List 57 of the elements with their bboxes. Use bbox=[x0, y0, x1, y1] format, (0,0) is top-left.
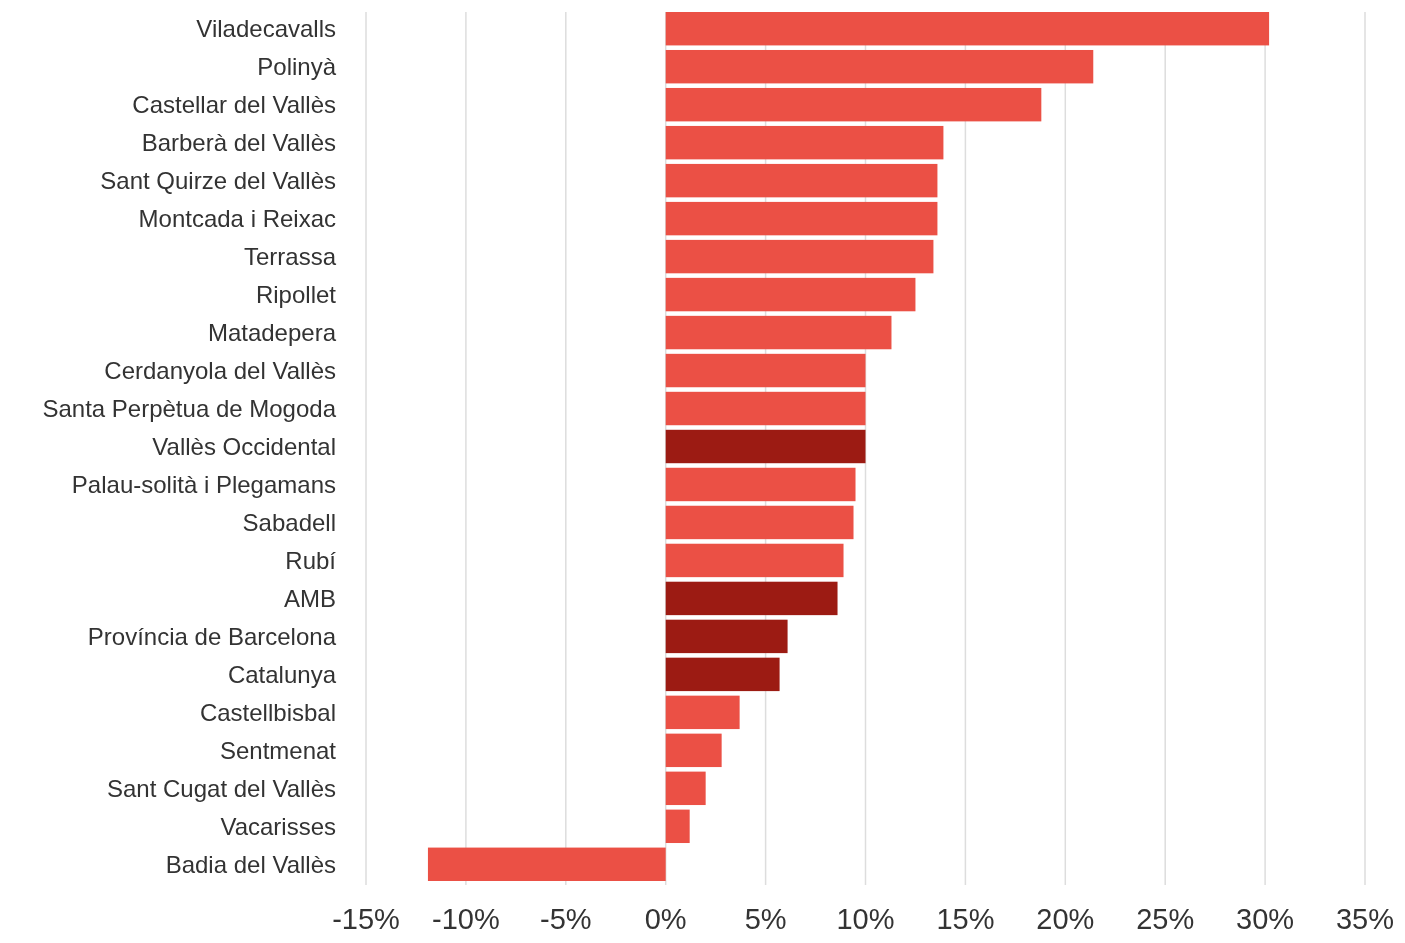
bar bbox=[665, 429, 866, 464]
y-tick-label: Matadepera bbox=[207, 318, 337, 346]
bar bbox=[665, 353, 866, 388]
bar bbox=[665, 505, 854, 540]
y-tick-label: Província de Barcelona bbox=[87, 622, 337, 650]
bar bbox=[665, 657, 780, 692]
y-tick-label: Palau-solità i Plegamans bbox=[71, 470, 336, 498]
x-tick-label: 20% bbox=[1036, 903, 1095, 935]
x-tick-label: 15% bbox=[936, 903, 995, 935]
bar bbox=[665, 619, 788, 654]
y-tick-label: Rubí bbox=[285, 546, 337, 574]
x-tick-label: -10% bbox=[432, 903, 500, 935]
x-tick-label: 5% bbox=[744, 903, 787, 935]
bar bbox=[665, 12, 1270, 46]
y-tick-label: Polinyà bbox=[257, 53, 337, 81]
bar bbox=[665, 581, 838, 616]
bar bbox=[665, 239, 934, 274]
bar bbox=[665, 695, 740, 730]
y-tick-label: Castellbisbal bbox=[199, 698, 336, 726]
bar bbox=[665, 543, 844, 578]
y-tick-label: AMB bbox=[283, 584, 336, 612]
x-tick-label: -15% bbox=[332, 903, 400, 935]
y-tick-label: Santa Perpètua de Mogoda bbox=[42, 394, 337, 422]
x-tick-label: 10% bbox=[836, 903, 895, 935]
y-tick-label: Catalunya bbox=[227, 660, 337, 688]
bar bbox=[665, 315, 892, 350]
y-tick-label: Cerdanyola del Vallès bbox=[104, 356, 336, 384]
bar bbox=[665, 771, 706, 806]
y-tick-label: Vallès Occidental bbox=[152, 432, 336, 460]
bar bbox=[665, 87, 1042, 122]
y-tick-label: Sant Quirze del Vallès bbox=[100, 167, 336, 195]
bar bbox=[665, 467, 856, 502]
y-tick-label: Sant Cugat del Vallès bbox=[106, 774, 336, 802]
y-tick-label: Montcada i Reixac bbox=[138, 205, 336, 233]
bar bbox=[427, 847, 666, 881]
bar bbox=[665, 125, 944, 160]
x-tick-label: 25% bbox=[1136, 903, 1195, 935]
y-tick-label: Sentmenat bbox=[219, 736, 337, 764]
bar bbox=[665, 277, 916, 312]
x-tick-label: 30% bbox=[1236, 903, 1295, 935]
y-tick-label: Vacarisses bbox=[220, 812, 336, 840]
bar bbox=[665, 163, 938, 198]
y-tick-label: Viladecavalls bbox=[196, 15, 336, 43]
x-tick-label: -5% bbox=[540, 903, 592, 935]
y-tick-label: Sabadell bbox=[242, 508, 336, 536]
y-tick-label: Barberà del Vallès bbox=[141, 129, 336, 157]
bar bbox=[665, 201, 938, 236]
y-tick-label: Ripollet bbox=[255, 280, 337, 308]
bar bbox=[665, 391, 866, 426]
x-tick-label: 0% bbox=[644, 903, 687, 935]
x-tick-label: 35% bbox=[1335, 903, 1395, 935]
bar bbox=[665, 733, 722, 768]
bar bbox=[665, 49, 1094, 84]
y-tick-label: Badia del Vallès bbox=[165, 850, 336, 878]
bar bbox=[665, 809, 690, 844]
y-tick-label: Terrassa bbox=[243, 243, 337, 270]
y-tick-label: Castellar del Vallès bbox=[132, 91, 336, 119]
